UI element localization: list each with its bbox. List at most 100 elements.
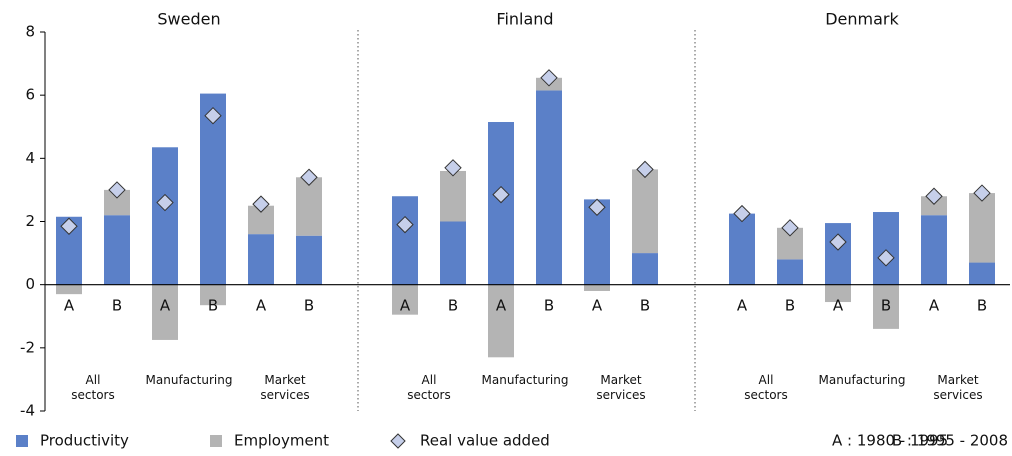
group-label: Manufacturing [482, 373, 569, 387]
bar [152, 284, 178, 340]
group-label: Manufacturing [819, 373, 906, 387]
bar [392, 284, 418, 315]
marker [60, 217, 78, 235]
bar [536, 90, 562, 285]
group-label-line: All [86, 373, 101, 387]
bar [152, 147, 178, 285]
category-label: A [592, 297, 603, 315]
marker [588, 198, 606, 216]
bar [200, 93, 226, 285]
bar [584, 284, 610, 291]
y-tick-label: 6 [25, 86, 35, 104]
category-label: A [737, 297, 748, 315]
y-tick-label: -4 [20, 402, 35, 420]
group-label-line: sectors [71, 388, 114, 402]
group-label-line: Market [264, 373, 306, 387]
marker [540, 69, 558, 87]
category-label: A [400, 297, 411, 315]
bar [969, 262, 995, 285]
bar [440, 221, 466, 285]
group-label-line: Market [600, 373, 642, 387]
bar [825, 223, 851, 285]
category-label: A [496, 297, 507, 315]
category-label: A [64, 297, 75, 315]
bar [200, 284, 226, 306]
category-label: B [304, 297, 314, 315]
legend-swatch [210, 435, 222, 447]
marker [252, 195, 270, 213]
group-label-line: Market [937, 373, 979, 387]
group-label: Manufacturing [146, 373, 233, 387]
marker [300, 168, 318, 186]
category-label: B [977, 297, 987, 315]
bar [296, 177, 322, 236]
category-label: A [256, 297, 267, 315]
bar [248, 234, 274, 285]
category-label: B [112, 297, 122, 315]
category-label: B [544, 297, 554, 315]
marker [396, 215, 414, 234]
bar [488, 284, 514, 358]
marker [781, 219, 799, 237]
category-label: B [640, 297, 650, 315]
group-label-line: Manufacturing [482, 373, 569, 387]
marker [925, 187, 943, 205]
bar [104, 215, 130, 285]
group-label-line: Manufacturing [819, 373, 906, 387]
y-tick-label: 4 [25, 149, 35, 167]
panel-title: Sweden [157, 10, 220, 29]
group-label-line: services [260, 388, 309, 402]
group-label-line: services [933, 388, 982, 402]
panel-title: Denmark [825, 10, 899, 29]
group-label-line: Manufacturing [146, 373, 233, 387]
y-tick-label: 0 [25, 275, 35, 293]
category-label: B [448, 297, 458, 315]
category-label: B [785, 297, 795, 315]
group-label-line: All [759, 373, 774, 387]
bar [777, 259, 803, 285]
group-label: Market services [260, 373, 309, 402]
note: B : 1995 - 2008 [892, 432, 1008, 450]
note: A : 1980 - 1995 [832, 432, 948, 450]
bar [921, 196, 947, 216]
legend-label: Productivity [40, 432, 129, 450]
group-label: All sectors [744, 373, 787, 402]
bar [440, 170, 466, 222]
marker [204, 106, 222, 125]
marker [829, 233, 847, 251]
bar [825, 284, 851, 303]
marker [108, 181, 126, 199]
panel-title: Finland [496, 10, 553, 29]
bar [392, 196, 418, 285]
category-label: B [881, 297, 891, 315]
marker [877, 249, 895, 267]
bar [296, 235, 322, 285]
group-label-line: sectors [407, 388, 450, 402]
marker [492, 185, 510, 204]
bar [729, 213, 755, 285]
y-tick-label: 2 [25, 212, 35, 230]
marker [733, 204, 751, 223]
group-label: All sectors [71, 373, 114, 402]
category-label: A [833, 297, 844, 315]
legend-label: Employment [234, 432, 329, 450]
marker [973, 184, 991, 202]
bar [921, 215, 947, 285]
group-label: All sectors [407, 373, 450, 402]
y-tick-label: -2 [20, 338, 35, 356]
group-label-line: sectors [744, 388, 787, 402]
bar [56, 284, 82, 295]
legend-swatch [390, 433, 406, 449]
group-label-line: services [596, 388, 645, 402]
marker [444, 159, 462, 177]
bar [873, 212, 899, 285]
bar [632, 169, 658, 254]
legend-label: Real value added [420, 432, 550, 450]
group-label: Market services [933, 373, 982, 402]
category-label: A [160, 297, 171, 315]
category-label: B [208, 297, 218, 315]
bar [632, 253, 658, 285]
group-label: Market services [596, 373, 645, 402]
group-label-line: All [422, 373, 437, 387]
